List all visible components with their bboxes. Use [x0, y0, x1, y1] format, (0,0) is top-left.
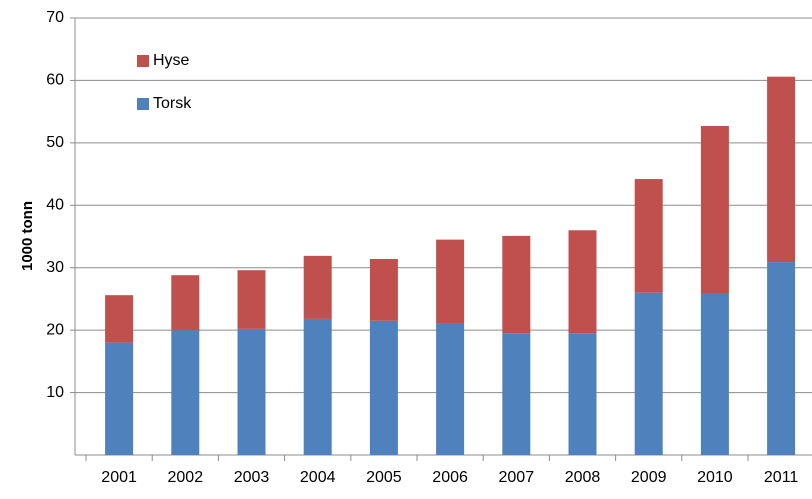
- bar-segment: [767, 262, 796, 455]
- x-tick-label: 2007: [499, 469, 535, 486]
- bar-segment: [369, 258, 398, 321]
- bar-segment: [303, 255, 332, 319]
- x-tick-label: 2006: [432, 469, 468, 486]
- bar-segment: [105, 295, 134, 343]
- bar-segment: [767, 76, 796, 263]
- bar-segment: [502, 235, 531, 334]
- y-tick-label: 60: [46, 72, 64, 89]
- x-tick-label: 2005: [366, 469, 402, 486]
- bar-segment: [700, 126, 729, 294]
- y-tick-label: 30: [46, 259, 64, 276]
- bar-segment: [171, 275, 200, 331]
- y-tick-label: 70: [46, 9, 64, 26]
- legend-label: Torsk: [153, 95, 192, 112]
- bar-segment: [568, 333, 597, 455]
- x-tick-label: 2001: [101, 469, 137, 486]
- y-tick-label: 10: [46, 384, 64, 401]
- legend-label: Hyse: [153, 52, 190, 69]
- y-tick-label: 40: [46, 197, 64, 214]
- bar-segment: [700, 293, 729, 455]
- bar-segment: [634, 292, 663, 455]
- bar-segment: [436, 239, 465, 324]
- x-tick-label: 2002: [168, 469, 204, 486]
- x-tick-label: 2004: [300, 469, 336, 486]
- bar-segment: [436, 323, 465, 455]
- x-tick-label: 2011: [764, 469, 799, 486]
- bar-segment: [105, 342, 134, 455]
- bar-segment: [303, 318, 332, 455]
- bar-segment: [237, 328, 266, 455]
- bar-segment: [502, 333, 531, 455]
- bar-segment: [568, 230, 597, 334]
- y-axis-label: 1000 tonn: [19, 201, 36, 271]
- bar-segment: [634, 179, 663, 293]
- y-tick-label: 50: [46, 134, 64, 151]
- y-tick-label: 20: [46, 321, 64, 338]
- bar-segment: [171, 330, 200, 455]
- legend-swatch: [137, 55, 149, 67]
- bar-segment: [369, 320, 398, 455]
- x-tick-label: 2008: [565, 469, 601, 486]
- bar-segment: [237, 270, 266, 329]
- x-tick-label: 2009: [631, 469, 667, 486]
- x-tick-label: 2010: [697, 469, 733, 486]
- x-tick-label: 2003: [234, 469, 270, 486]
- legend-swatch: [137, 98, 149, 110]
